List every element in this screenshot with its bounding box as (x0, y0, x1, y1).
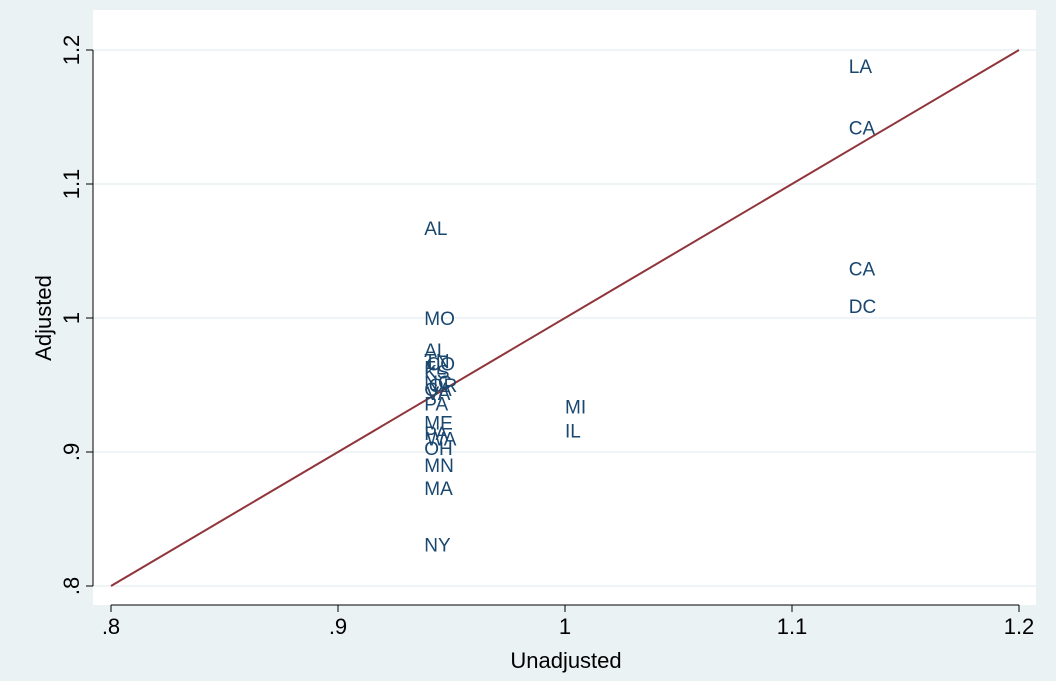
point-label: AL (424, 219, 447, 240)
point-label: OH (424, 439, 453, 460)
x-tick-label: 1 (559, 614, 571, 639)
x-axis-title: Unadjusted (510, 648, 621, 673)
point-label: MA (424, 479, 453, 500)
point-label: MO (424, 309, 455, 330)
point-label: ME (424, 413, 453, 434)
point-label: CA (849, 259, 876, 280)
plot-area (93, 10, 1036, 605)
y-tick-label: .8 (59, 577, 84, 595)
point-label: TN (424, 352, 449, 373)
point-label: MI (565, 397, 586, 418)
y-tick-label: .9 (59, 443, 84, 461)
x-tick-label: 1.2 (1004, 614, 1035, 639)
point-label: LA (849, 57, 873, 78)
point-label: OR (429, 376, 458, 397)
point-label: NY (424, 535, 451, 556)
y-tick-label: 1.2 (59, 35, 84, 66)
point-label: CO (427, 354, 456, 375)
reference-line (110, 49, 1020, 587)
point-label: AL (424, 341, 447, 362)
point-label: GA (424, 380, 452, 401)
point-label: MN (424, 456, 454, 477)
point-label: PA (424, 395, 448, 416)
y-axis-title: Adjusted (31, 275, 56, 361)
point-label: WA (427, 429, 457, 450)
point-label: NC (424, 373, 451, 394)
point-label: KS (424, 362, 449, 383)
x-tick-label: .9 (329, 614, 347, 639)
point-label: VA (427, 384, 451, 405)
point-label: CA (849, 119, 876, 140)
y-tick-label: 1 (59, 312, 84, 324)
point-label: FL (424, 358, 446, 379)
point-label: DC (849, 297, 876, 318)
x-tick-label: 1.1 (777, 614, 808, 639)
point-label: IL (565, 421, 581, 442)
y-tick-label: 1.1 (59, 169, 84, 200)
y-ticks: .8 .9 1 1.1 1.2 (59, 35, 93, 595)
x-tick-label: .8 (102, 614, 120, 639)
x-ticks: .8 .9 1 1.1 1.2 (102, 605, 1034, 639)
point-labels: LACACADCALMOALTNCOFLKSNCORGAVAPAMEPAWAOH… (424, 57, 876, 556)
point-label: PA (424, 424, 448, 445)
